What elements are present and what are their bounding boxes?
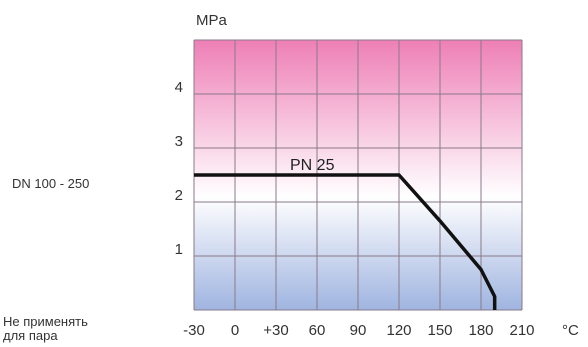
steam-note-line2: для пара [3,328,58,343]
steam-note-line1: Не применять [3,314,88,329]
x-tick-label: 90 [350,322,367,339]
y-tick-label: 1 [175,241,183,258]
x-tick-label: 120 [386,322,411,339]
series-pn25-line [194,173,497,310]
x-axis-unit: °C [562,322,579,339]
x-tick-label: 210 [509,322,534,339]
x-tick-label: -30 [183,322,205,339]
y-axis-unit: MPa [196,12,228,29]
y-tick-label: 2 [175,187,183,204]
series-pn25-label: PN 25 [290,157,335,174]
x-tick-label: 0 [231,322,239,339]
dn-range-label: DN 100 - 250 [12,176,90,191]
x-tick-label: +30 [263,322,288,339]
y-tick-labels: 1 2 3 4 [175,79,183,258]
x-tick-label: 180 [468,322,493,339]
x-tick-label: 60 [309,322,326,339]
x-tick-labels: -30 0 +30 60 90 120 150 180 210 [183,322,534,339]
x-tick-label: 150 [427,322,452,339]
y-tick-label: 4 [175,79,183,96]
y-tick-label: 3 [175,133,183,150]
